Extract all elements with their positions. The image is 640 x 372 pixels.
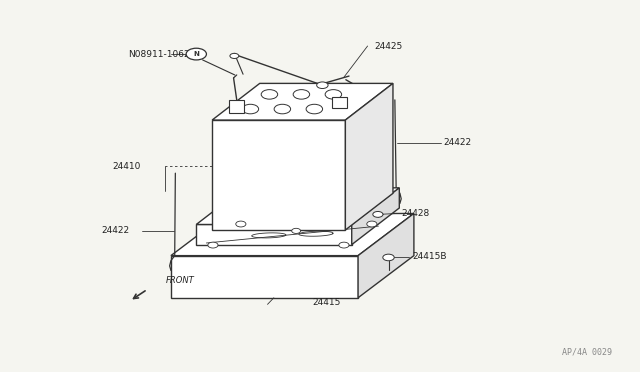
Circle shape xyxy=(367,221,377,227)
Text: 24415: 24415 xyxy=(312,298,340,307)
Text: N08911-1062G: N08911-1062G xyxy=(129,49,197,58)
Polygon shape xyxy=(171,256,358,298)
Polygon shape xyxy=(358,214,414,298)
Circle shape xyxy=(306,104,323,114)
Circle shape xyxy=(373,211,383,217)
Circle shape xyxy=(242,104,259,114)
Text: AP/4A 0029: AP/4A 0029 xyxy=(562,347,612,356)
Polygon shape xyxy=(196,188,399,224)
Polygon shape xyxy=(346,83,393,230)
Circle shape xyxy=(317,82,328,89)
Polygon shape xyxy=(171,214,414,256)
Text: 24415B: 24415B xyxy=(412,252,447,261)
Text: 24422: 24422 xyxy=(444,138,472,147)
Circle shape xyxy=(339,242,349,248)
Text: 24428: 24428 xyxy=(401,209,429,218)
Circle shape xyxy=(186,48,207,60)
Circle shape xyxy=(293,90,310,99)
Circle shape xyxy=(292,228,301,234)
Circle shape xyxy=(325,90,342,99)
Circle shape xyxy=(208,242,218,248)
Polygon shape xyxy=(352,188,399,245)
Text: 24422: 24422 xyxy=(101,226,129,235)
Text: 24410: 24410 xyxy=(112,162,140,171)
Text: 24425: 24425 xyxy=(374,42,402,51)
Polygon shape xyxy=(212,120,346,230)
Polygon shape xyxy=(332,97,347,108)
Circle shape xyxy=(261,90,278,99)
Polygon shape xyxy=(212,83,393,120)
Text: N: N xyxy=(193,51,199,57)
Circle shape xyxy=(230,53,239,58)
Circle shape xyxy=(274,104,291,114)
Circle shape xyxy=(383,254,394,261)
Text: FRONT: FRONT xyxy=(166,276,195,285)
Circle shape xyxy=(236,221,246,227)
Polygon shape xyxy=(196,224,352,245)
Polygon shape xyxy=(229,100,244,113)
